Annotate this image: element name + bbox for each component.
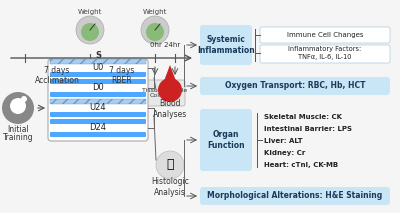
FancyBboxPatch shape xyxy=(50,59,146,77)
Circle shape xyxy=(10,98,26,114)
FancyBboxPatch shape xyxy=(200,77,390,95)
Text: RBER: RBER xyxy=(112,76,132,85)
Text: 🔬: 🔬 xyxy=(166,158,174,171)
Text: Weight: Weight xyxy=(143,9,167,15)
Text: Inflammatory Factors:
TNFα, IL-6, IL-10: Inflammatory Factors: TNFα, IL-6, IL-10 xyxy=(288,46,362,59)
FancyBboxPatch shape xyxy=(50,92,146,97)
Text: Acclimation: Acclimation xyxy=(34,76,80,85)
FancyBboxPatch shape xyxy=(200,187,390,205)
Text: Histologic
Analysis: Histologic Analysis xyxy=(151,177,189,197)
FancyBboxPatch shape xyxy=(200,25,252,65)
FancyBboxPatch shape xyxy=(200,109,252,171)
Text: Kidney: Cr: Kidney: Cr xyxy=(264,150,305,156)
Text: D0: D0 xyxy=(92,83,104,92)
Circle shape xyxy=(76,16,104,44)
Circle shape xyxy=(146,23,164,41)
FancyBboxPatch shape xyxy=(50,59,146,64)
Circle shape xyxy=(158,78,182,102)
FancyBboxPatch shape xyxy=(50,132,146,137)
Text: Liver: ALT: Liver: ALT xyxy=(264,138,303,144)
Text: Immune Cell Changes: Immune Cell Changes xyxy=(287,32,363,38)
Polygon shape xyxy=(164,65,176,81)
FancyBboxPatch shape xyxy=(48,59,148,141)
FancyBboxPatch shape xyxy=(50,119,146,124)
Circle shape xyxy=(156,151,184,179)
Text: Organ
Function: Organ Function xyxy=(207,130,245,150)
FancyBboxPatch shape xyxy=(50,119,146,137)
Circle shape xyxy=(2,92,34,124)
Text: Blood
Analyses: Blood Analyses xyxy=(153,99,187,119)
FancyBboxPatch shape xyxy=(145,80,185,106)
Text: 0hr 24hr: 0hr 24hr xyxy=(150,42,180,48)
Circle shape xyxy=(21,96,27,102)
FancyBboxPatch shape xyxy=(50,79,146,97)
FancyBboxPatch shape xyxy=(260,27,390,43)
Text: Skeletal Muscle: CK: Skeletal Muscle: CK xyxy=(264,114,342,120)
Text: Tissue Sample
Collection: Tissue Sample Collection xyxy=(142,88,188,98)
Text: Weight: Weight xyxy=(78,9,102,15)
FancyBboxPatch shape xyxy=(50,79,146,84)
FancyBboxPatch shape xyxy=(50,99,146,117)
Text: Heart: cTnI, CK-MB: Heart: cTnI, CK-MB xyxy=(264,162,338,168)
FancyBboxPatch shape xyxy=(50,99,146,104)
Text: U0: U0 xyxy=(92,63,104,72)
Text: U24: U24 xyxy=(90,104,106,112)
Text: 7 days: 7 days xyxy=(44,66,70,75)
Circle shape xyxy=(141,16,169,44)
FancyBboxPatch shape xyxy=(260,45,390,63)
Text: Training: Training xyxy=(3,134,33,142)
Text: Initial: Initial xyxy=(7,125,29,134)
Text: D24: D24 xyxy=(90,124,106,132)
Circle shape xyxy=(81,23,99,41)
Text: Intestinal Barrier: LPS: Intestinal Barrier: LPS xyxy=(264,126,352,132)
Text: S: S xyxy=(95,52,101,60)
Text: Systemic
Inflammation: Systemic Inflammation xyxy=(197,35,255,55)
Text: Morphological Alterations: H&E Staining: Morphological Alterations: H&E Staining xyxy=(207,191,383,200)
Text: Oxygen Transport: RBC, Hb, HCT: Oxygen Transport: RBC, Hb, HCT xyxy=(225,82,365,91)
Text: 7 days: 7 days xyxy=(109,66,135,75)
FancyBboxPatch shape xyxy=(50,72,146,77)
FancyBboxPatch shape xyxy=(50,112,146,117)
